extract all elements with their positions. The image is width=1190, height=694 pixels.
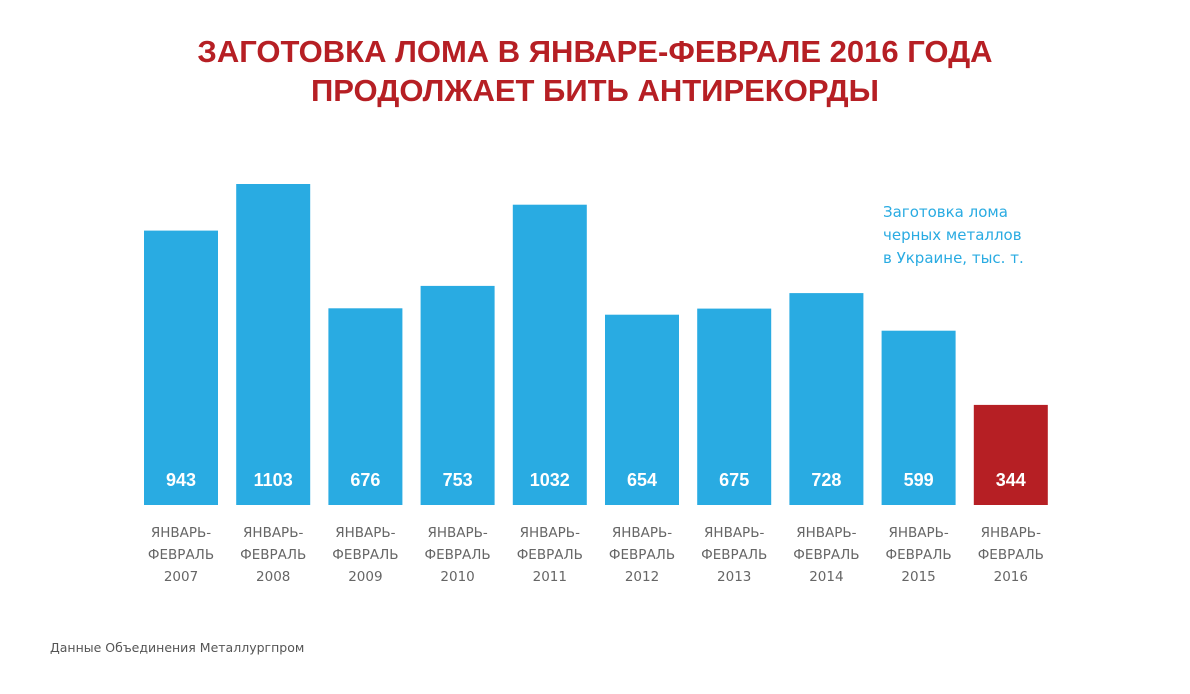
x-tick-label: ЯНВАРЬ- ФЕВРАЛЬ 2013 — [701, 525, 767, 585]
x-tick-label-line: 2015 — [901, 569, 935, 585]
x-tick-label-line: ФЕВРАЛЬ — [517, 547, 583, 563]
x-tick-label-line: ФЕВРАЛЬ — [978, 547, 1044, 563]
bar-2008 — [236, 184, 311, 505]
bar-2015 — [881, 330, 956, 505]
x-tick-label-line: 2013 — [717, 569, 751, 585]
x-tick-label: ЯНВАРЬ- ФЕВРАЛЬ 2016 — [978, 525, 1044, 585]
bar-2012 — [605, 314, 679, 505]
chart-unit-note-line-2: черных металлов — [883, 226, 1022, 244]
x-tick-label-line: 2009 — [348, 569, 382, 585]
chart-unit-note: Заготовка лома черных металлов в Украине… — [883, 201, 1083, 270]
x-tick-label-line: ФЕВРАЛЬ — [148, 547, 214, 563]
bar-value-label: 753 — [443, 470, 473, 490]
x-tick-label-line: 2007 — [164, 569, 198, 585]
x-tick-label-line: ЯНВАРЬ- — [704, 525, 764, 541]
bar-2011 — [512, 204, 587, 505]
x-tick-label-line: ФЕВРАЛЬ — [885, 547, 951, 563]
bar-value-label: 676 — [350, 470, 380, 490]
x-tick-label-line: ФЕВРАЛЬ — [424, 547, 490, 563]
bar-2009 — [328, 308, 403, 505]
x-tick-label-line: ФЕВРАЛЬ — [793, 547, 859, 563]
bar-value-label: 943 — [166, 470, 196, 490]
x-tick-label-line: ЯНВАРЬ- — [151, 525, 211, 541]
chart-unit-note-line-1: Заготовка лома — [883, 203, 1008, 221]
x-tick-label-line: ЯНВАРЬ- — [243, 525, 303, 541]
bar-2007 — [144, 230, 218, 505]
bar-2013 — [697, 308, 772, 505]
bar-2016 — [973, 404, 1048, 505]
bar-value-label: 1032 — [530, 470, 570, 490]
x-tick-label: ЯНВАРЬ- ФЕВРАЛЬ 2015 — [885, 525, 951, 585]
bar-value-label: 654 — [627, 470, 657, 490]
x-tick-label: ЯНВАРЬ- ФЕВРАЛЬ 2014 — [793, 525, 859, 585]
x-tick-label-line: ЯНВАРЬ- — [335, 525, 395, 541]
x-tick-label-line: ЯНВАРЬ- — [981, 525, 1041, 541]
chart-title-line-1: ЗАГОТОВКА ЛОМА В ЯНВАРЕ-ФЕВРАЛЕ 2016 ГОД… — [197, 34, 993, 69]
x-tick-label-line: 2016 — [994, 569, 1028, 585]
bar-value-label: 728 — [811, 470, 841, 490]
bar-value-label: 599 — [904, 470, 934, 490]
x-tick-label-line: 2012 — [625, 569, 659, 585]
x-tick-label-line: ЯНВАРЬ- — [612, 525, 672, 541]
x-tick-label-line: ФЕВРАЛЬ — [240, 547, 306, 563]
x-tick-label: ЯНВАРЬ- ФЕВРАЛЬ 2011 — [517, 525, 583, 585]
chart-title-line-2: ПРОДОЛЖАЕТ БИТЬ АНТИРЕКОРДЫ — [311, 73, 879, 108]
x-tick-label: ЯНВАРЬ- ФЕВРАЛЬ 2007 — [148, 525, 214, 585]
x-tick-label-line: 2011 — [533, 569, 567, 585]
x-tick-label: ЯНВАРЬ- ФЕВРАЛЬ 2012 — [609, 525, 675, 585]
x-tick-label-line: ЯНВАРЬ- — [427, 525, 487, 541]
bar-value-label: 1103 — [254, 470, 293, 490]
x-tick-label-line: 2008 — [256, 569, 290, 585]
x-tick-label: ЯНВАРЬ- ФЕВРАЛЬ 2010 — [424, 525, 490, 585]
x-tick-label-line: 2010 — [440, 569, 474, 585]
x-tick-label-line: ФЕВРАЛЬ — [332, 547, 398, 563]
x-tick-label: ЯНВАРЬ- ФЕВРАЛЬ 2009 — [332, 525, 398, 585]
bar-2010 — [420, 285, 495, 505]
chart-title: ЗАГОТОВКА ЛОМА В ЯНВАРЕ-ФЕВРАЛЕ 2016 ГОД… — [0, 32, 1190, 110]
x-tick-label-line: ЯНВАРЬ- — [520, 525, 580, 541]
x-tick-label-line: ЯНВАРЬ- — [796, 525, 856, 541]
x-tick-label-line: ФЕВРАЛЬ — [701, 547, 767, 563]
data-source-note: Данные Объединения Металлургпром — [50, 640, 305, 655]
bar-value-label: 675 — [719, 470, 749, 490]
chart-unit-note-line-3: в Украине, тыс. т. — [883, 249, 1024, 267]
x-tick-label-line: 2014 — [809, 569, 843, 585]
bar-2014 — [789, 293, 864, 505]
bar-value-label: 344 — [996, 470, 1026, 490]
x-tick-label: ЯНВАРЬ- ФЕВРАЛЬ 2008 — [240, 525, 306, 585]
x-tick-label-line: ЯНВАРЬ- — [888, 525, 948, 541]
x-tick-label-line: ФЕВРАЛЬ — [609, 547, 675, 563]
